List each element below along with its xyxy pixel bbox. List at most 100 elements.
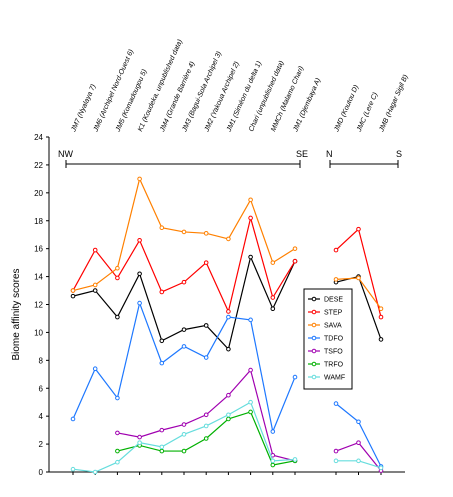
data-point-dese	[248, 254, 253, 260]
data-point-sava	[270, 260, 276, 265]
data-point-tsfo	[115, 430, 120, 436]
legend-marker	[311, 361, 317, 367]
data-point-sava	[226, 236, 231, 242]
data-point-tdfo	[226, 314, 231, 320]
legend-marker	[311, 348, 317, 354]
series-line-tsfo	[335, 441, 382, 471]
data-point-tdfo	[333, 401, 339, 406]
data-point-wamf	[378, 465, 384, 471]
series-line-dese	[72, 255, 296, 351]
data-point-step	[270, 295, 276, 300]
data-point-tdfo	[292, 374, 298, 380]
data-point-wamf	[159, 444, 165, 450]
data-point-dese	[159, 338, 165, 344]
series-sava	[70, 176, 298, 293]
legend-marker	[311, 322, 317, 328]
data-point-tsfo	[333, 448, 339, 454]
data-point-step	[203, 260, 209, 265]
data-point-step	[356, 226, 361, 232]
site-label: K1 (Koudeka, unpublished data)	[137, 39, 184, 133]
data-point-sava	[248, 197, 253, 203]
data-point-tdfo	[92, 366, 98, 372]
data-point-sava	[203, 231, 209, 236]
legend-label: DESE	[324, 297, 343, 304]
data-point-sava	[159, 225, 165, 231]
y-tick-label: 8	[39, 356, 44, 365]
site-label: JM6 (Archipel Nord-Ouest 6)	[92, 49, 135, 134]
legend-marker	[311, 296, 317, 302]
series-tdfo	[333, 401, 384, 469]
series-step	[333, 226, 384, 320]
data-point-sava	[70, 288, 76, 293]
data-point-step	[248, 215, 253, 221]
data-point-step	[115, 275, 120, 281]
data-point-tdfo	[181, 344, 187, 349]
y-tick-label: 16	[34, 245, 43, 254]
data-point-tsfo	[159, 427, 165, 433]
data-point-tdfo	[159, 360, 165, 366]
legend-label: WAMF	[324, 375, 345, 382]
legend-label: SAVA	[324, 323, 342, 330]
y-tick-label: 2	[39, 440, 44, 449]
data-point-sava	[92, 282, 98, 288]
data-point-wamf	[292, 457, 298, 462]
data-point-step	[181, 279, 187, 285]
data-point-tdfo	[356, 419, 361, 425]
y-tick-label: 20	[34, 189, 43, 198]
y-axis-title: Biome affinity scores	[11, 268, 22, 360]
data-point-tdfo	[270, 429, 276, 434]
legend-marker	[311, 374, 317, 380]
legend-label: STEP	[324, 310, 343, 317]
series-dese	[70, 254, 298, 352]
y-tick-label: 10	[34, 328, 43, 337]
data-point-tdfo	[203, 355, 209, 360]
data-point-trfo	[159, 448, 165, 454]
data-point-tsfo	[203, 412, 209, 418]
data-point-tdfo	[248, 317, 253, 323]
data-point-wamf	[92, 469, 98, 475]
data-point-dese	[70, 293, 76, 299]
data-point-wamf	[70, 466, 76, 472]
data-point-tdfo	[137, 300, 142, 306]
data-point-tsfo	[226, 392, 231, 398]
data-point-wamf	[248, 399, 253, 405]
data-point-step	[137, 237, 142, 243]
data-point-tdfo	[70, 416, 76, 422]
series-tsfo	[115, 367, 298, 464]
legend: DESE STEP SAVA TDFO TSFO TRFO WAMF	[303, 288, 353, 390]
data-point-tdfo	[115, 395, 120, 401]
data-point-dese	[378, 337, 384, 342]
data-point-sava	[292, 246, 298, 251]
data-point-trfo	[115, 448, 120, 454]
data-point-trfo	[248, 409, 253, 415]
series-wamf	[333, 458, 384, 471]
data-point-tsfo	[137, 434, 142, 440]
legend-label: TSFO	[324, 349, 343, 356]
legend-label: TDFO	[324, 336, 344, 343]
data-point-dese	[181, 327, 187, 332]
data-point-dese	[137, 271, 142, 277]
y-tick-label: 12	[34, 301, 43, 310]
data-point-wamf	[203, 423, 209, 429]
data-point-tsfo	[181, 422, 187, 427]
data-point-trfo	[270, 462, 276, 468]
legend-marker	[311, 309, 317, 315]
data-point-dese	[226, 346, 231, 352]
series-wamf	[70, 399, 298, 475]
y-tick-label: 22	[34, 161, 43, 170]
data-point-step	[292, 258, 298, 264]
legend-marker	[311, 335, 317, 341]
data-point-sava	[356, 275, 361, 281]
data-point-sava	[137, 176, 142, 182]
series-trfo	[115, 409, 298, 468]
legend-label: TRFO	[324, 362, 344, 369]
direction-label-end: SE	[296, 149, 308, 159]
series-sava	[333, 275, 384, 311]
data-point-step	[92, 247, 98, 253]
data-point-wamf	[333, 458, 339, 464]
data-point-wamf	[270, 458, 276, 464]
data-point-dese	[115, 314, 120, 320]
data-point-step	[226, 309, 231, 314]
series-line-sava	[72, 177, 296, 292]
